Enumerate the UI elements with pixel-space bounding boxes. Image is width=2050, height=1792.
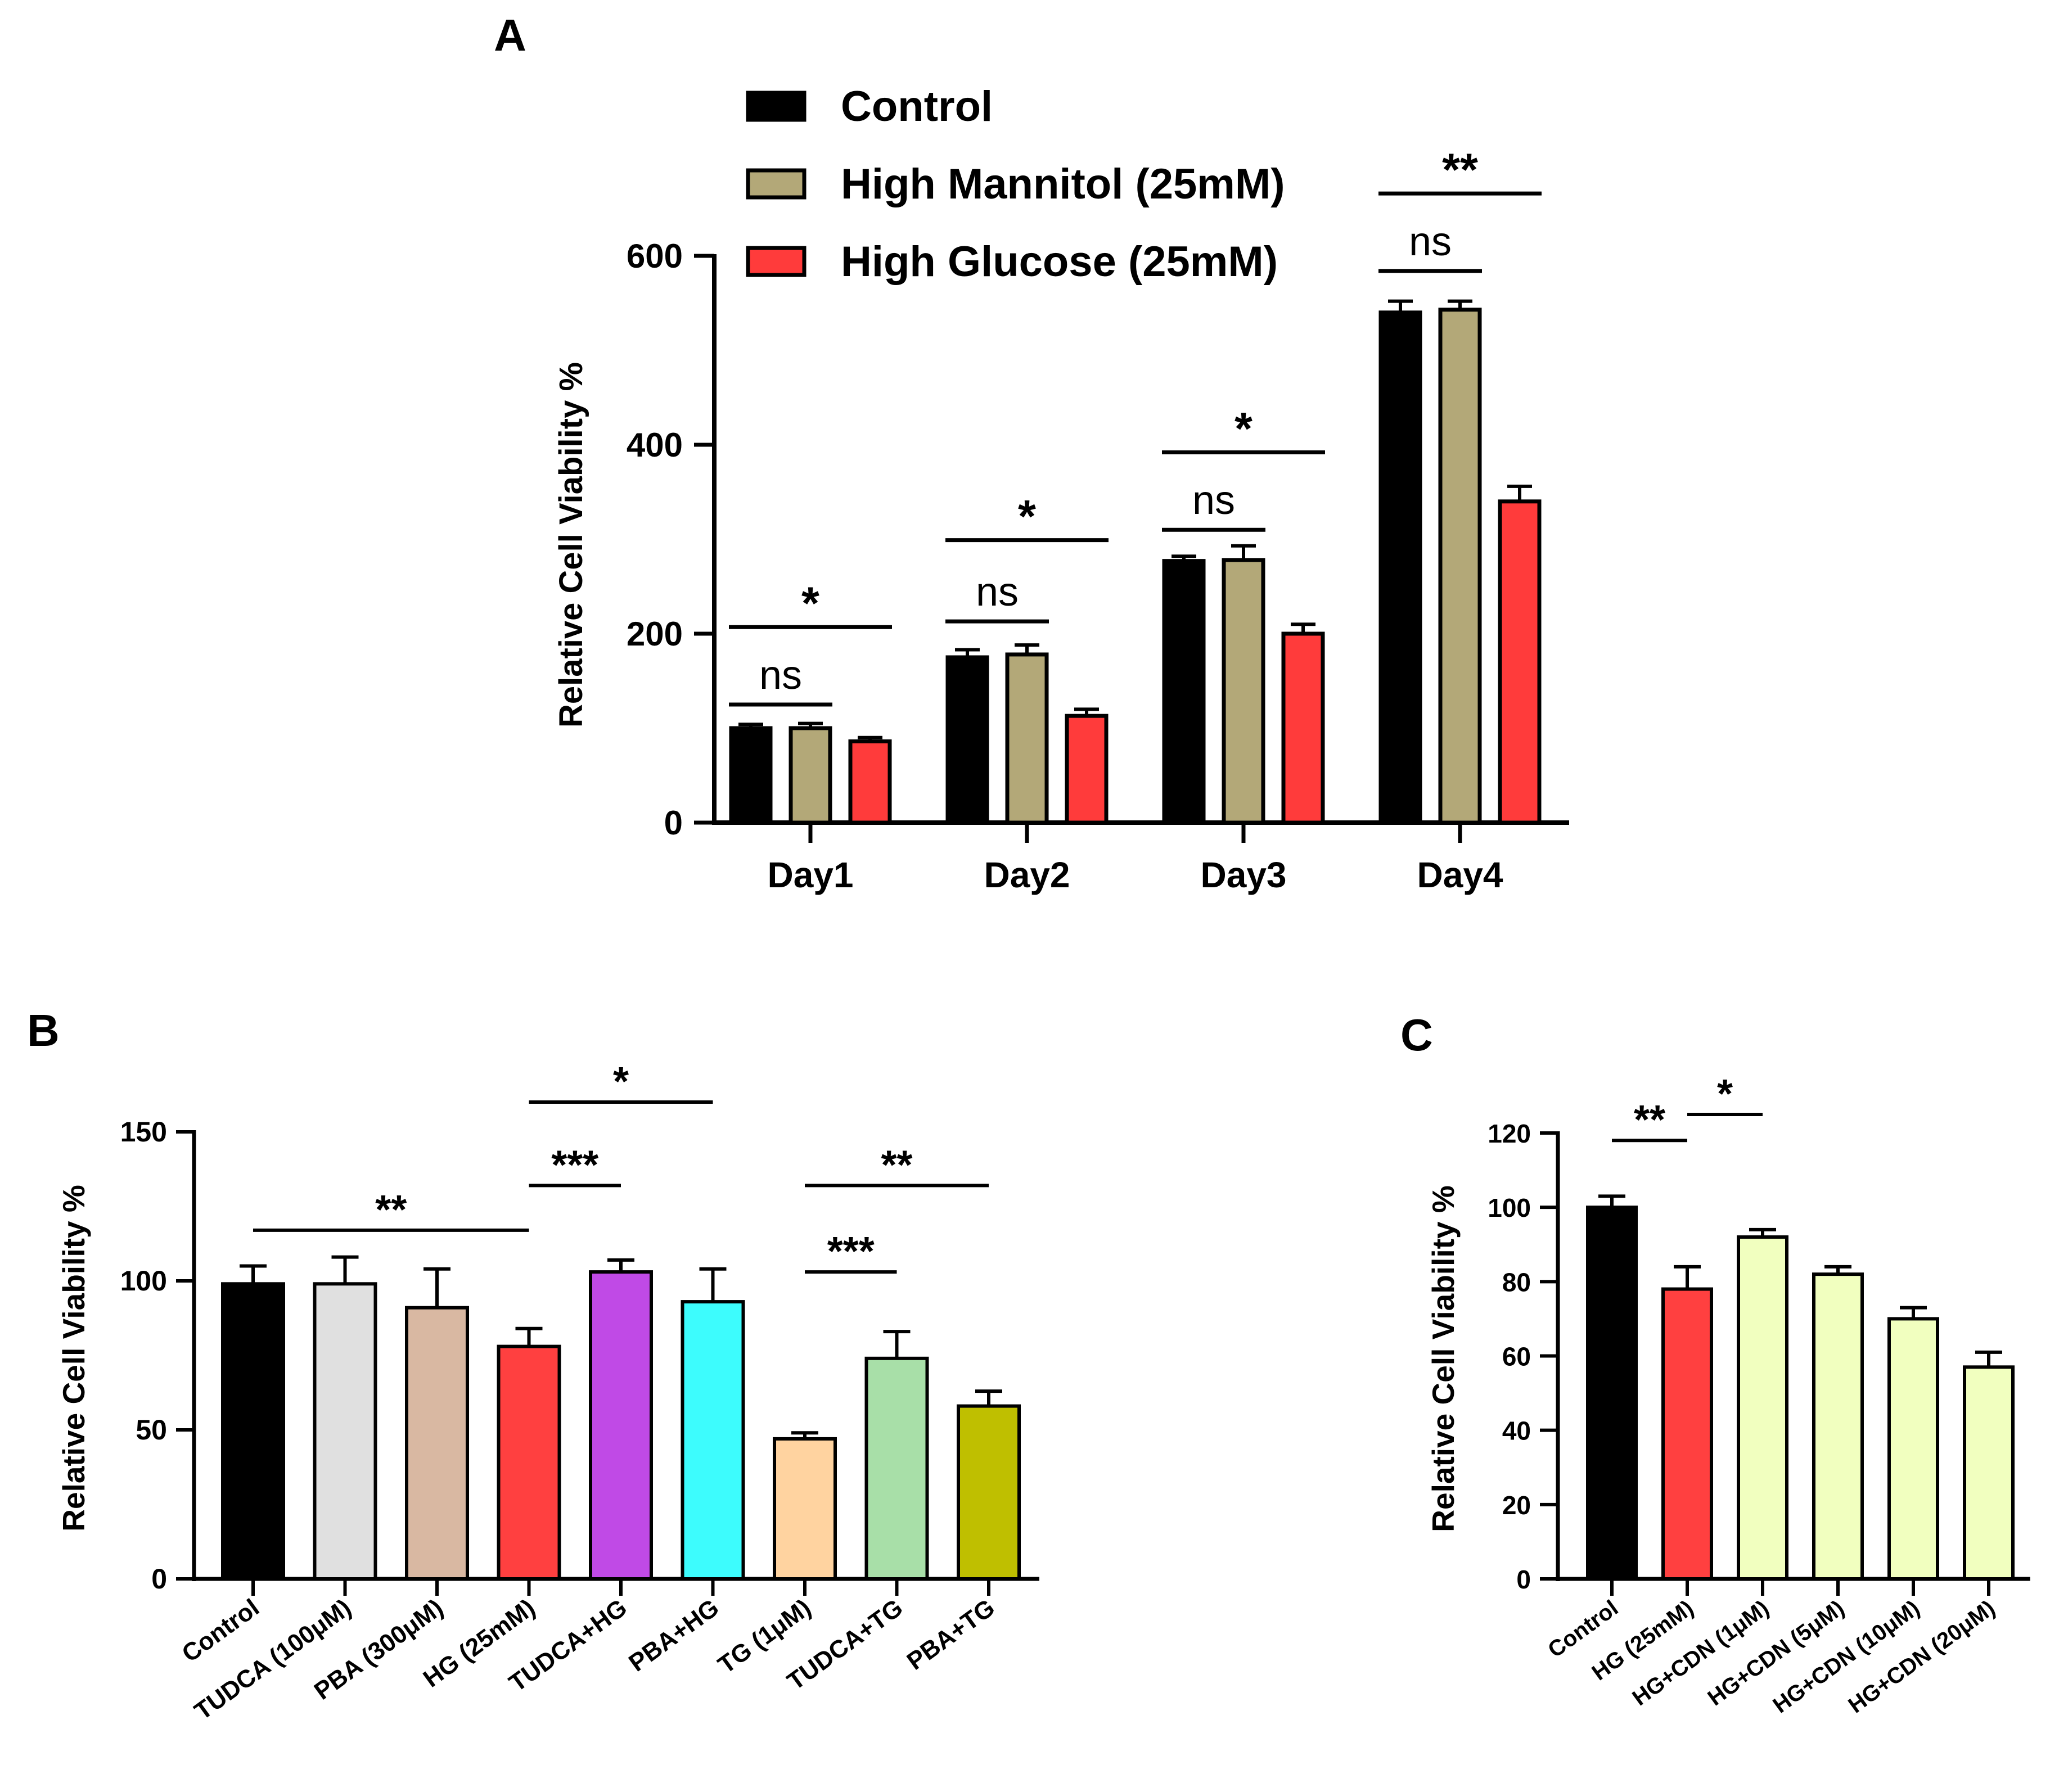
y-tick-label: 600 <box>627 237 683 275</box>
y-axis-label: Relative Cell Viability % <box>56 1185 91 1531</box>
bar <box>1438 308 1482 825</box>
significance-ns: ns <box>1409 219 1452 264</box>
significance-stars: ** <box>1442 145 1478 196</box>
y-tick-label: 80 <box>1502 1267 1531 1297</box>
significance-ns: ns <box>976 570 1019 615</box>
y-tick-label: 0 <box>151 1563 167 1595</box>
y-tick-label: 0 <box>1516 1565 1531 1594</box>
bar <box>729 726 773 825</box>
bar <box>1065 714 1109 825</box>
x-tick-label: HG+CDN (1μM) <box>1628 1596 1774 1711</box>
bar <box>497 1344 561 1581</box>
x-tick-label: Day1 <box>768 855 854 895</box>
significance-stars: * <box>613 1059 629 1104</box>
significance-stars: * <box>801 578 819 629</box>
bar <box>1005 652 1049 825</box>
significance-ns: ns <box>1192 478 1235 523</box>
y-tick-label: 400 <box>627 426 683 464</box>
bar <box>589 1270 653 1581</box>
panel-c: C 0 20 40 60 80 100 120 Relative Cell Viability … <box>1400 1010 2030 1718</box>
bar <box>1378 310 1422 825</box>
y-tick-label: 60 <box>1502 1342 1531 1371</box>
bar <box>405 1306 469 1581</box>
bar <box>864 1356 929 1581</box>
bar <box>1963 1365 2015 1581</box>
bar <box>1812 1272 1864 1581</box>
legend-label: High Glucose (25mM) <box>841 238 1278 286</box>
bar <box>313 1282 377 1581</box>
x-tick-label: TUDCA (100μM) <box>190 1594 356 1725</box>
bar <box>957 1404 1021 1581</box>
bar <box>681 1300 745 1581</box>
bar <box>773 1437 837 1581</box>
bar <box>1498 499 1542 825</box>
y-tick-label: 100 <box>120 1265 167 1297</box>
y-tick-label: 20 <box>1502 1491 1531 1520</box>
legend-swatch <box>746 91 807 122</box>
bar <box>1162 559 1206 825</box>
bar <box>1281 631 1325 825</box>
significance-stars: ** <box>1634 1098 1665 1143</box>
significance-stars: *** <box>827 1229 875 1274</box>
significance-stars: * <box>1234 403 1252 454</box>
x-tick-label: Day3 <box>1201 855 1287 895</box>
significance-ns: ns <box>759 653 802 698</box>
bar <box>221 1282 285 1581</box>
x-tick-label: Day4 <box>1417 855 1503 895</box>
legend-swatch <box>746 246 807 277</box>
significance-stars: ** <box>881 1143 912 1188</box>
bar <box>1222 558 1265 825</box>
significance-stars: ** <box>375 1188 407 1233</box>
legend-label: High Mannitol (25mM) <box>841 160 1285 208</box>
x-tick-label: Control <box>177 1594 264 1668</box>
significance-stars: * <box>1717 1072 1733 1117</box>
panel-label: A <box>494 10 526 60</box>
y-tick-label: 50 <box>136 1414 167 1446</box>
panel-label: C <box>1400 1010 1433 1060</box>
panel-label: B <box>27 1005 60 1055</box>
panel-a: A 0 200 400 600 Relative Cell Viability % Day1… <box>494 10 1569 895</box>
x-tick-label: PBA+HG <box>624 1594 724 1677</box>
significance-stars: *** <box>551 1143 598 1188</box>
legend-swatch <box>746 168 807 200</box>
significance-stars: * <box>1018 491 1036 543</box>
y-axis-label: Relative Cell Viability % <box>1426 1185 1461 1532</box>
y-tick-label: 0 <box>664 804 683 842</box>
bar <box>1887 1317 1939 1581</box>
bar <box>789 726 832 825</box>
y-axis-label: Relative Cell Viability % <box>553 362 589 728</box>
y-tick-label: 150 <box>120 1116 167 1148</box>
y-tick-label: 120 <box>1488 1119 1531 1148</box>
x-tick-label: PBA+TG <box>902 1594 1000 1675</box>
x-tick-label: Day2 <box>984 855 1070 895</box>
panel-b: B 0 50 100 150 Relative Cell Viability % Contr… <box>27 1005 1039 1726</box>
y-tick-label: 40 <box>1502 1416 1531 1446</box>
bar <box>848 739 892 825</box>
bar <box>1586 1206 1638 1581</box>
bar <box>1737 1235 1788 1581</box>
bar <box>1661 1287 1713 1581</box>
y-tick-label: 100 <box>1488 1193 1531 1222</box>
y-tick-label: 200 <box>627 615 683 653</box>
bar <box>945 655 989 825</box>
legend-label: Control <box>841 83 993 130</box>
